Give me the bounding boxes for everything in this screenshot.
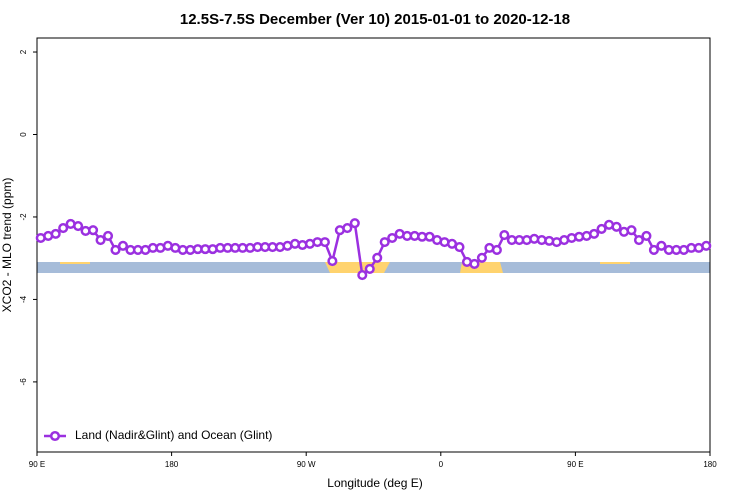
point [476,252,487,263]
point [656,240,667,251]
point [327,256,338,267]
x-tick-label: 180 [703,460,717,469]
point [110,244,121,255]
point [73,220,84,232]
point [633,235,645,246]
point [364,263,375,274]
point [641,230,652,241]
point [342,223,353,234]
y-tick-label: 2 [19,49,28,54]
legend-marker [49,430,61,442]
x-tick-label: 90 E [567,460,583,469]
point [387,232,398,244]
legend-label: Land (Nadir&Glint) and Ocean (Glint) [75,428,272,442]
point [50,228,61,239]
point [58,223,69,234]
point [95,235,106,246]
x-axis-label: Longitude (deg E) [327,476,422,490]
point [349,218,360,229]
y-axis-label: XCO2 - MLO trend (ppm) [0,178,14,313]
point [701,240,712,251]
y-tick-label: 0 [19,132,28,137]
point [454,242,465,253]
point [117,240,129,251]
point [102,230,114,241]
point [648,244,659,255]
x-tick-label: 180 [165,460,179,469]
y-tick-label: -6 [19,378,28,386]
point [469,258,480,270]
point [88,225,99,236]
point [626,225,637,236]
chart-title: 12.5S-7.5S December (Ver 10) 2015-01-01 … [180,11,570,28]
point [357,270,368,281]
point [499,230,510,241]
point [379,237,390,248]
point [372,252,383,263]
x-tick-label: 90 E [29,460,45,469]
y-tick-label: -4 [19,295,28,303]
x-tick-label: 0 [439,460,444,469]
y-tick-label: -2 [19,213,28,221]
point [611,221,622,232]
x-tick-label: 90 W [297,460,316,469]
point [319,237,330,248]
point [491,244,502,255]
point [596,223,607,234]
point [589,228,600,239]
